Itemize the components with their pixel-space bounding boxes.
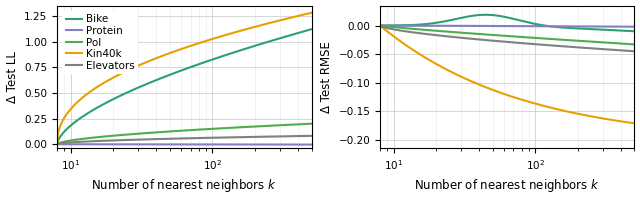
Pol xyxy=(459,32,467,34)
Kin40k xyxy=(53,143,61,145)
Kin40k xyxy=(238,29,246,32)
Bike xyxy=(308,28,316,30)
Kin40k xyxy=(630,122,638,124)
Elevators xyxy=(136,138,144,141)
Kin40k xyxy=(561,110,569,112)
Kin40k xyxy=(477,84,484,86)
Bike xyxy=(482,14,490,16)
Protein xyxy=(53,143,61,145)
Line: Pol: Pol xyxy=(380,26,634,44)
Bike xyxy=(154,78,162,81)
Bike xyxy=(136,86,144,88)
Pol xyxy=(154,131,162,133)
Line: Protein: Protein xyxy=(57,144,312,145)
Elevators xyxy=(376,24,384,27)
Pol xyxy=(213,127,221,130)
Elevators xyxy=(308,135,316,137)
Protein xyxy=(136,143,144,146)
Protein xyxy=(477,25,484,27)
Kin40k xyxy=(154,56,162,59)
Pol xyxy=(561,39,569,41)
Line: Kin40k: Kin40k xyxy=(380,26,634,123)
Elevators xyxy=(459,37,467,39)
Line: Kin40k: Kin40k xyxy=(57,13,312,144)
Bike xyxy=(561,26,568,29)
Protein xyxy=(308,143,316,146)
Kin40k xyxy=(136,64,144,66)
Y-axis label: Δ Test RMSE: Δ Test RMSE xyxy=(320,41,333,113)
Bike xyxy=(84,112,92,115)
Protein xyxy=(238,143,246,146)
Line: Bike: Bike xyxy=(380,15,634,31)
Protein xyxy=(213,143,221,146)
Y-axis label: Δ Test LL: Δ Test LL xyxy=(6,51,19,103)
Elevators xyxy=(560,45,568,48)
Elevators xyxy=(237,136,244,138)
Bike xyxy=(459,16,467,19)
Kin40k xyxy=(213,36,221,39)
Elevators xyxy=(84,140,92,143)
Elevators xyxy=(154,138,162,140)
Kin40k xyxy=(560,110,568,112)
Kin40k xyxy=(376,24,384,27)
Pol xyxy=(238,126,246,128)
Protein xyxy=(376,24,384,27)
Bike xyxy=(630,30,638,32)
Elevators xyxy=(213,136,221,139)
Bike xyxy=(213,57,221,59)
Bike xyxy=(562,27,570,29)
Kin40k xyxy=(459,76,467,79)
Protein xyxy=(630,25,638,28)
Line: Protein: Protein xyxy=(380,26,634,27)
Bike xyxy=(537,24,545,26)
Elevators xyxy=(53,143,61,145)
Protein xyxy=(561,25,569,28)
Bike xyxy=(53,143,61,145)
Kin40k xyxy=(84,92,92,95)
Pol xyxy=(560,39,568,41)
Bike xyxy=(407,24,415,26)
Pol xyxy=(407,27,415,30)
Pol xyxy=(630,43,638,46)
Line: Elevators: Elevators xyxy=(380,26,634,51)
Protein xyxy=(536,25,544,27)
Kin40k xyxy=(536,104,544,106)
Pol xyxy=(536,37,544,39)
Elevators xyxy=(630,50,638,52)
Pol xyxy=(237,126,244,128)
Protein xyxy=(560,25,568,28)
Protein xyxy=(154,143,162,146)
Line: Pol: Pol xyxy=(57,124,312,144)
Pol xyxy=(477,33,484,35)
Elevators xyxy=(477,38,484,41)
Bike xyxy=(238,49,246,51)
Pol xyxy=(53,143,61,145)
X-axis label: Number of nearest neighbors $k$: Number of nearest neighbors $k$ xyxy=(92,177,277,194)
Kin40k xyxy=(308,12,316,14)
Bike xyxy=(477,14,484,16)
Line: Elevators: Elevators xyxy=(57,136,312,144)
X-axis label: Number of nearest neighbors $k$: Number of nearest neighbors $k$ xyxy=(414,177,600,194)
Protein xyxy=(459,25,467,27)
Pol xyxy=(376,24,384,27)
Protein xyxy=(407,24,415,27)
Protein xyxy=(237,143,244,146)
Elevators xyxy=(238,136,246,138)
Pol xyxy=(136,132,144,135)
Bike xyxy=(237,49,244,51)
Elevators xyxy=(561,45,569,48)
Protein xyxy=(84,143,92,145)
Pol xyxy=(308,123,316,125)
Pol xyxy=(84,137,92,139)
Bike xyxy=(376,24,384,27)
Kin40k xyxy=(407,47,415,50)
Elevators xyxy=(536,43,544,46)
Elevators xyxy=(407,31,415,33)
Line: Bike: Bike xyxy=(57,29,312,144)
Legend: Bike, Protein, Pol, Kin40k, Elevators: Bike, Protein, Pol, Kin40k, Elevators xyxy=(62,11,138,74)
Kin40k xyxy=(237,29,244,32)
